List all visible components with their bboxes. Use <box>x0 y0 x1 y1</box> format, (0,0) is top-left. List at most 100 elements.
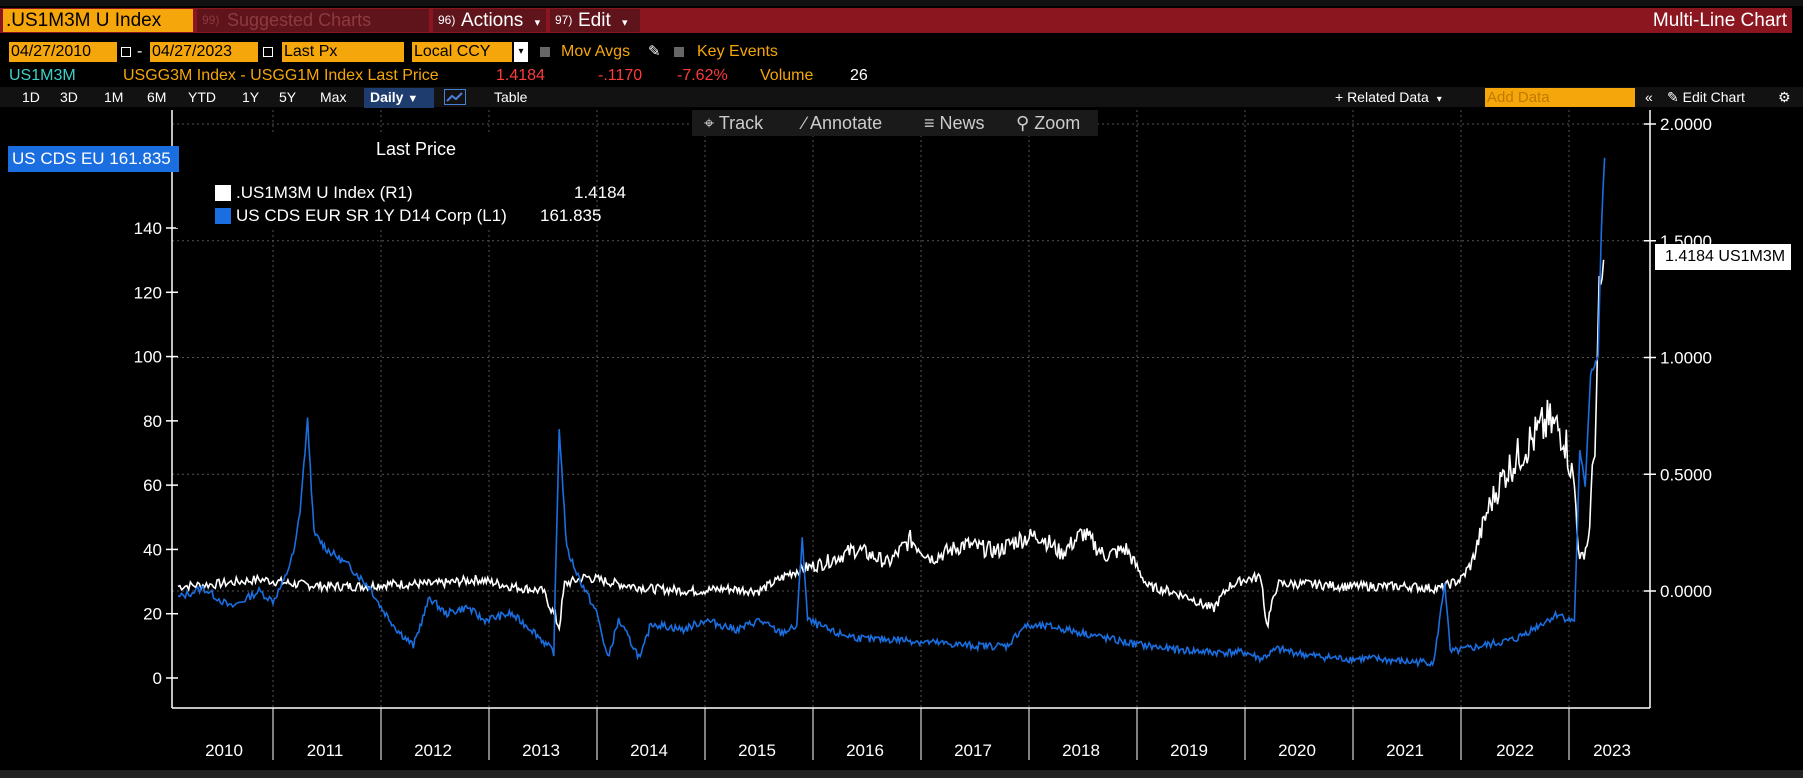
edit-number: 97) <box>555 13 573 27</box>
mov-avgs-label[interactable]: Mov Avgs <box>561 43 631 60</box>
pencil-icon[interactable]: ✎ <box>648 43 661 60</box>
left-tick-label: 140 <box>134 219 162 238</box>
currency-selector[interactable]: Local CCY <box>412 42 512 62</box>
table-button[interactable]: Table <box>494 89 528 105</box>
edit-chart-button[interactable]: ✎ Edit Chart <box>1667 88 1745 106</box>
collapse-icon[interactable]: « <box>1645 89 1653 105</box>
related-data-button[interactable]: + Related Data ▾ <box>1335 88 1442 109</box>
left-tick-label: 120 <box>134 283 162 302</box>
chart-tools-bar <box>692 110 1098 136</box>
chevron-down-icon: ▾ <box>1436 94 1442 105</box>
date-separator: - <box>137 43 143 60</box>
actions-number: 96) <box>438 13 456 27</box>
pct-change-value: -7.62% <box>677 67 728 84</box>
spread-last-value-flag: 1.4184 US1M3M <box>1655 244 1792 270</box>
series-line-cds <box>177 157 1606 669</box>
x-tick-label: 2022 <box>1496 741 1534 760</box>
track-label: Track <box>718 113 764 133</box>
zoom-label: Zoom <box>1034 113 1081 133</box>
bottom-bar <box>0 770 1803 778</box>
volume-label: Volume <box>760 67 814 84</box>
x-tick-label: 2021 <box>1386 741 1424 760</box>
left-tick-label: 20 <box>143 605 162 624</box>
crosshair-icon: ⌖ <box>704 113 715 133</box>
left-tick-label: 100 <box>134 348 162 367</box>
range-button-1y[interactable]: 1Y <box>242 89 260 105</box>
news-label: News <box>939 113 985 133</box>
x-tick-label: 2016 <box>846 741 884 760</box>
news-button[interactable]: ≡ News <box>924 110 985 136</box>
calendar-icon[interactable] <box>263 47 273 57</box>
frequency-label: Daily <box>370 89 404 105</box>
chevron-down-icon: ▼ <box>407 93 419 105</box>
chart-type-label: Multi-Line Chart <box>1652 10 1787 31</box>
left-tick-label: 60 <box>143 476 162 495</box>
range-button-max[interactable]: Max <box>320 89 347 105</box>
change-value: -.1170 <box>598 67 643 84</box>
suggested-charts-number: 99) <box>202 13 220 27</box>
series-line-spread <box>177 259 1605 632</box>
x-tick-label: 2018 <box>1062 741 1100 760</box>
right-tick-label: 0.5000 <box>1660 465 1712 484</box>
range-button-1m[interactable]: 1M <box>104 89 124 105</box>
range-button-3d[interactable]: 3D <box>60 89 78 105</box>
left-tick-label: 0 <box>153 669 162 688</box>
cds-last-value-flag: US CDS EU 161.835 <box>8 146 179 172</box>
legend-value-cds: 161.835 <box>540 206 602 225</box>
series-description: USGG3M Index - USGG1M Index Last Price <box>123 67 439 84</box>
chevron-down-icon[interactable]: ▾ <box>514 42 528 62</box>
range-toolbar <box>0 87 1803 107</box>
legend <box>176 135 594 228</box>
legend-label-cds[interactable]: US CDS EUR SR 1Y D14 Corp (L1) <box>236 206 507 225</box>
frequency-selector[interactable]: Daily ▼ <box>364 88 434 108</box>
legend-value-spread: 1.4184 <box>574 183 626 202</box>
left-tick-label: 40 <box>143 540 162 559</box>
line-chart-icon[interactable] <box>444 89 466 105</box>
suggested-charts-button[interactable]: 99) Suggested Charts <box>197 9 429 32</box>
multi-line-chart: 0204060801001201400.00000.50001.00001.50… <box>134 110 1712 760</box>
range-button-6m[interactable]: 6M <box>147 89 167 105</box>
last-value: 1.4184 <box>496 67 545 84</box>
legend-swatch-spread <box>215 185 231 201</box>
right-tick-label: 1.0000 <box>1660 349 1712 368</box>
add-data-input[interactable]: Add Data <box>1485 88 1635 107</box>
gear-icon[interactable]: ⚙ <box>1778 89 1791 105</box>
x-tick-label: 2013 <box>522 741 560 760</box>
key-events-checkbox[interactable] <box>674 47 684 57</box>
actions-button[interactable]: 96) Actions ▾ <box>433 9 546 32</box>
symbol-label: US1M3M <box>9 67 76 84</box>
left-tick-label: 80 <box>143 412 162 431</box>
ticker-field[interactable]: .US1M3M U Index <box>3 9 193 32</box>
right-tick-label: 0.0000 <box>1660 582 1712 601</box>
start-date-field[interactable]: 04/27/2010 <box>9 42 117 62</box>
edit-button[interactable]: 97) Edit ▾ <box>550 9 640 32</box>
chevron-down-icon: ▾ <box>534 17 541 29</box>
calendar-icon[interactable] <box>121 47 131 57</box>
key-events-label[interactable]: Key Events <box>697 43 778 60</box>
pencil-icon: ✎ <box>1667 89 1679 105</box>
range-button-ytd[interactable]: YTD <box>188 89 216 105</box>
zoom-icon: ⚲ <box>1016 113 1030 133</box>
chevron-down-icon: ▾ <box>622 17 628 29</box>
field-selector[interactable]: Last Px <box>282 42 404 62</box>
end-date-field[interactable]: 04/27/2023 <box>150 42 258 62</box>
x-tick-label: 2011 <box>307 741 344 760</box>
x-tick-label: 2017 <box>954 741 992 760</box>
annotate-label: Annotate <box>810 113 883 133</box>
mov-avgs-checkbox[interactable] <box>540 47 550 57</box>
zoom-button[interactable]: ⚲ Zoom <box>1016 110 1080 136</box>
track-button[interactable]: ⌖ Track <box>704 110 763 136</box>
x-tick-label: 2012 <box>414 741 452 760</box>
legend-title: Last Price <box>376 139 457 159</box>
range-button-5y[interactable]: 5Y <box>279 89 297 105</box>
news-icon: ≡ <box>924 113 935 133</box>
x-tick-label: 2015 <box>738 741 776 760</box>
legend-label-spread[interactable]: .US1M3M U Index (R1) <box>236 183 413 202</box>
range-button-1d[interactable]: 1D <box>22 89 40 105</box>
annotate-button[interactable]: ∕ Annotate <box>803 110 882 136</box>
volume-value: 26 <box>850 67 868 84</box>
right-tick-label: 2.0000 <box>1660 115 1712 134</box>
related-data-label: + Related Data <box>1335 89 1429 105</box>
x-tick-label: 2014 <box>630 741 668 760</box>
x-tick-label: 2019 <box>1170 741 1208 760</box>
